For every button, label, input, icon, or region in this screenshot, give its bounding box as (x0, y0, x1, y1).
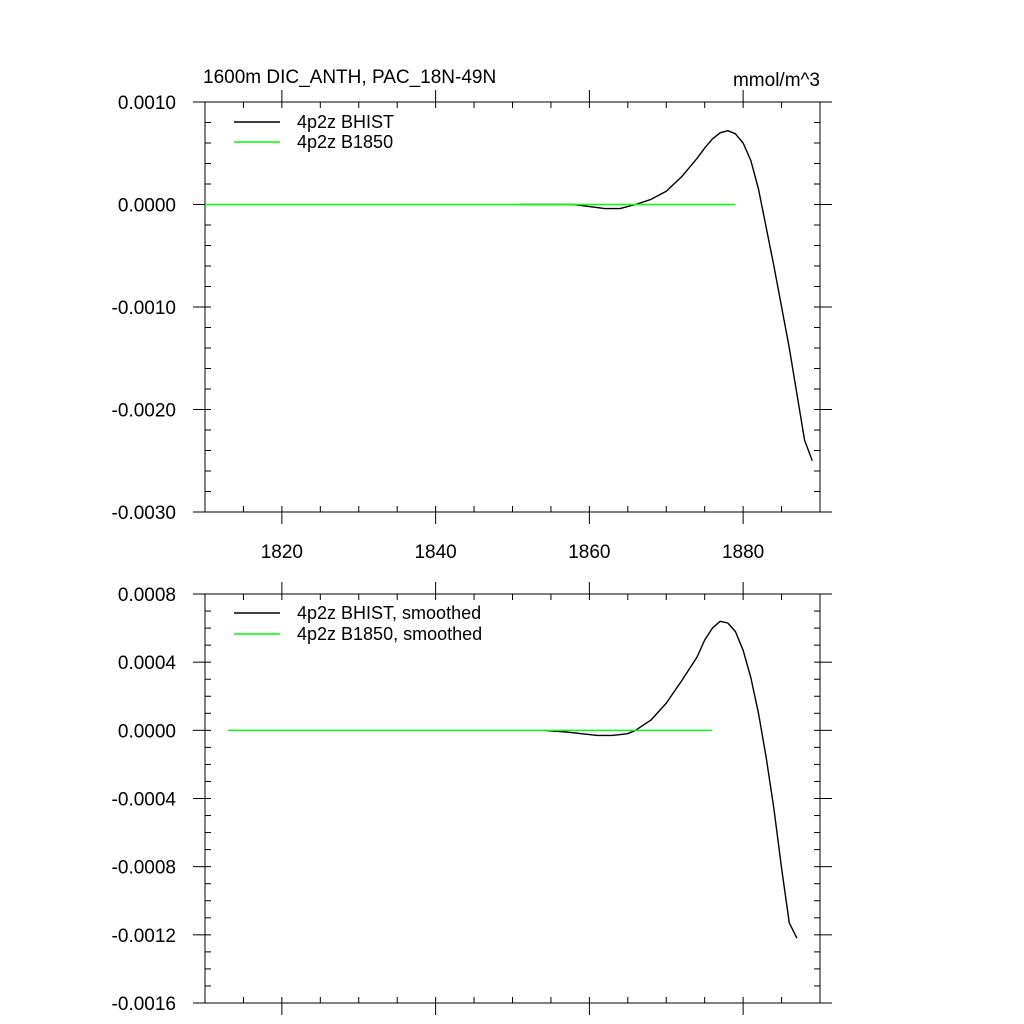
plot-frame (204, 101, 821, 513)
series-line-1 (543, 620, 798, 939)
y-tick-label: -0.0004 (112, 790, 177, 811)
y-tick-label: -0.0030 (112, 503, 176, 524)
plot-panel-2: -0.0016 -0.0012 -0.0008 -0.0004 0.0000 0.0004… (112, 582, 832, 1015)
y-tick-label: -0.0012 (112, 926, 176, 947)
y-tick-label: 0.0008 (118, 585, 176, 606)
y-tick-label: -0.0016 (112, 994, 176, 1015)
legend-label: 4p2z BHIST, smoothed (297, 603, 481, 623)
series-line-1 (520, 129, 813, 462)
y-tick-label: 0.0010 (118, 93, 176, 114)
chart-units: mmol/m^3 (733, 70, 820, 91)
y-tick-label: 0.0000 (118, 196, 176, 217)
x-tick-label: 1840 (414, 542, 456, 563)
legend-label: 4p2z B1850, smoothed (297, 624, 482, 644)
x-tick-label: 1820 (261, 542, 303, 563)
legend-label: 4p2z B1850 (297, 132, 393, 152)
plot-panel-1: 1820 1840 1860 1880 -0.0030 -0.0020 -0.0010 0.0… (112, 90, 832, 563)
chart-title: 1600m DIC_ANTH, PAC_18N-49N (203, 67, 496, 88)
legend-label: 4p2z BHIST (297, 112, 394, 132)
x-tick-label: 1880 (722, 542, 764, 563)
y-tick-label: -0.0008 (112, 858, 176, 879)
y-tick-label: -0.0010 (112, 298, 176, 319)
y-tick-label: 0.0000 (118, 721, 176, 742)
plot-frame (204, 593, 821, 1004)
x-tick-label: 1860 (568, 542, 610, 563)
y-tick-label: 0.0004 (118, 653, 177, 674)
y-tick-label: -0.0020 (112, 401, 176, 422)
